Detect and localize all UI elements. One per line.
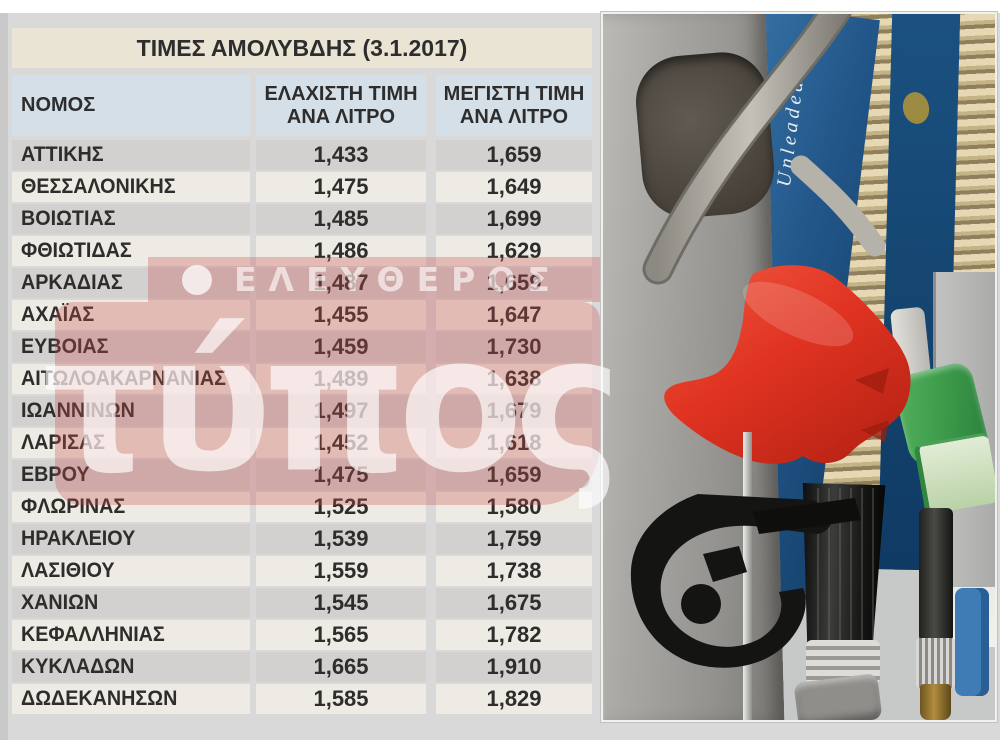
table-row: ΘΕΣΣΑΛΟΝΙΚΗΣ 1,475 1,649 bbox=[12, 172, 592, 202]
cell-prefecture: ΗΡΑΚΛΕΙΟΥ bbox=[12, 524, 250, 554]
cell-max-price: 1,659 bbox=[436, 268, 592, 298]
table-row: ΗΡΑΚΛΕΙΟΥ 1,539 1,759 bbox=[12, 524, 592, 554]
cell-min-price: 1,539 bbox=[256, 524, 426, 554]
cell-min-price: 1,489 bbox=[256, 364, 426, 394]
cell-min-price: 1,475 bbox=[256, 460, 426, 490]
table-row: ΚΕΦΑΛΛΗΝΙΑΣ 1,565 1,782 bbox=[12, 620, 592, 650]
table-row: ΑΧΑΪΑΣ 1,455 1,647 bbox=[12, 300, 592, 330]
table-title: ΤΙΜΕΣ ΑΜΟΛΥΒΔΗΣ (3.1.2017) bbox=[12, 28, 592, 68]
table-row: ΕΥΒΟΙΑΣ 1,459 1,730 bbox=[12, 332, 592, 362]
cell-max-price: 1,580 bbox=[436, 492, 592, 522]
metal-hose bbox=[645, 14, 849, 282]
red-nozzle-highlight bbox=[742, 281, 854, 347]
cell-min-price: 1,559 bbox=[256, 556, 426, 586]
red-nozzle-drawing bbox=[664, 265, 911, 464]
table-row: ΒΟΙΩΤΙΑΣ 1,485 1,699 bbox=[12, 204, 592, 234]
cell-min-price: 1,665 bbox=[256, 652, 426, 682]
cell-prefecture: ΚΕΦΑΛΛΗΝΙΑΣ bbox=[12, 620, 250, 650]
cell-prefecture: ΧΑΝΙΩΝ bbox=[12, 588, 250, 618]
cell-prefecture: ΑΙΤΩΛΟΑΚΑΡΝΑΝΙΑΣ bbox=[12, 364, 250, 394]
cell-min-price: 1,525 bbox=[256, 492, 426, 522]
cell-prefecture: ΛΑΣΙΘΙΟΥ bbox=[12, 556, 250, 586]
table-row: ΦΛΩΡΙΝΑΣ 1,525 1,580 bbox=[12, 492, 592, 522]
cell-prefecture: ΕΒΡΟΥ bbox=[12, 460, 250, 490]
table-row: ΕΒΡΟΥ 1,475 1,659 bbox=[12, 460, 592, 490]
cell-min-price: 1,433 bbox=[256, 140, 426, 170]
table-row: ΔΩΔΕΚΑΝΗΣΩΝ 1,585 1,829 bbox=[12, 684, 592, 714]
table-row: ΦΘΙΩΤΙΔΑΣ 1,486 1,629 bbox=[12, 236, 592, 266]
trigger-guard-drawing bbox=[630, 494, 861, 668]
cell-max-price: 1,675 bbox=[436, 588, 592, 618]
cell-min-price: 1,485 bbox=[256, 204, 426, 234]
cell-max-price: 1,829 bbox=[436, 684, 592, 714]
cell-max-price: 1,629 bbox=[436, 236, 592, 266]
second-nozzle-tube bbox=[919, 508, 953, 642]
cell-max-price: 1,649 bbox=[436, 172, 592, 202]
petrol-pump-photo: Unleaded 95 Unleaded 95 bbox=[601, 12, 997, 722]
cell-prefecture: ΒΟΙΩΤΙΑΣ bbox=[12, 204, 250, 234]
cell-min-price: 1,475 bbox=[256, 172, 426, 202]
cell-prefecture: ΦΛΩΡΙΝΑΣ bbox=[12, 492, 250, 522]
cell-max-price: 1,618 bbox=[436, 428, 592, 458]
cell-max-price: 1,782 bbox=[436, 620, 592, 650]
cell-max-price: 1,759 bbox=[436, 524, 592, 554]
cell-min-price: 1,452 bbox=[256, 428, 426, 458]
table-row: ΧΑΝΙΩΝ 1,545 1,675 bbox=[12, 588, 592, 618]
cell-max-price: 1,659 bbox=[436, 140, 592, 170]
table-row: ΑΙΤΩΛΟΑΚΑΡΝΑΝΙΑΣ 1,489 1,638 bbox=[12, 364, 592, 394]
fuel-price-table: ΤΙΜΕΣ ΑΜΟΛΥΒΔΗΣ (3.1.2017) ΝΟΜΟΣ ΕΛΑΧΙΣΤ… bbox=[12, 28, 592, 714]
table-row: ΚΥΚΛΑΔΩΝ 1,665 1,910 bbox=[12, 652, 592, 682]
table-row: ΛΑΡΙΣΑΣ 1,452 1,618 bbox=[12, 428, 592, 458]
cell-min-price: 1,565 bbox=[256, 620, 426, 650]
holster-rod bbox=[743, 432, 752, 720]
cell-max-price: 1,638 bbox=[436, 364, 592, 394]
cell-max-price: 1,730 bbox=[436, 332, 592, 362]
cell-prefecture: ΚΥΚΛΑΔΩΝ bbox=[12, 652, 250, 682]
trigger-lever bbox=[753, 498, 861, 534]
column-header-prefecture: ΝΟΜΟΣ bbox=[12, 75, 250, 136]
cell-prefecture: ΙΩΑΝΝΙΝΩΝ bbox=[12, 396, 250, 426]
cell-min-price: 1,497 bbox=[256, 396, 426, 426]
red-nozzle-arrow-mark bbox=[861, 420, 889, 442]
table-header-row: ΝΟΜΟΣ ΕΛΑΧΙΣΤΗ ΤΙΜΗ ΑΝΑ ΛΙΤΡΟ ΜΕΓΙΣΤΗ ΤΙ… bbox=[12, 75, 592, 136]
cell-prefecture: ΘΕΣΣΑΛΟΝΙΚΗΣ bbox=[12, 172, 250, 202]
red-nozzle-arrow-mark bbox=[855, 368, 889, 394]
cell-prefecture: ΕΥΒΟΙΑΣ bbox=[12, 332, 250, 362]
cell-prefecture: ΛΑΡΙΣΑΣ bbox=[12, 428, 250, 458]
cell-max-price: 1,659 bbox=[436, 460, 592, 490]
cell-prefecture: ΑΡΚΑΔΙΑΣ bbox=[12, 268, 250, 298]
hose-upper-segment bbox=[790, 155, 886, 257]
table-row: ΑΡΚΑΔΙΑΣ 1,487 1,659 bbox=[12, 268, 592, 298]
table-row: ΛΑΣΙΘΙΟΥ 1,559 1,738 bbox=[12, 556, 592, 586]
cell-max-price: 1,679 bbox=[436, 396, 592, 426]
brass-nozzle-tip bbox=[920, 684, 951, 720]
cell-min-price: 1,545 bbox=[256, 588, 426, 618]
table-row: ΑΤΤΙΚΗΣ 1,433 1,659 bbox=[12, 140, 592, 170]
hose-and-nozzle-drawing bbox=[642, 14, 886, 285]
cell-max-price: 1,910 bbox=[436, 652, 592, 682]
cell-min-price: 1,585 bbox=[256, 684, 426, 714]
left-margin bbox=[0, 13, 8, 740]
cell-prefecture: ΔΩΔΕΚΑΝΗΣΩΝ bbox=[12, 684, 250, 714]
second-nozzle-coupler bbox=[916, 638, 955, 688]
cell-prefecture: ΑΧΑΪΑΣ bbox=[12, 300, 250, 330]
cell-min-price: 1,486 bbox=[256, 236, 426, 266]
background-blue-fitting bbox=[955, 588, 989, 696]
cell-max-price: 1,699 bbox=[436, 204, 592, 234]
column-header-min-price: ΕΛΑΧΙΣΤΗ ΤΙΜΗ ΑΝΑ ΛΙΤΡΟ bbox=[256, 75, 426, 136]
cell-min-price: 1,459 bbox=[256, 332, 426, 362]
cell-max-price: 1,738 bbox=[436, 556, 592, 586]
trigger-guard bbox=[630, 494, 833, 668]
table-row: ΙΩΑΝΝΙΝΩΝ 1,497 1,679 bbox=[12, 396, 592, 426]
column-header-max-price: ΜΕΓΙΣΤΗ ΤΙΜΗ ΑΝΑ ΛΙΤΡΟ bbox=[436, 75, 592, 136]
cell-prefecture: ΦΘΙΩΤΙΔΑΣ bbox=[12, 236, 250, 266]
table-body: ΑΤΤΙΚΗΣ 1,433 1,659 ΘΕΣΣΑΛΟΝΙΚΗΣ 1,475 1,649 Β… bbox=[12, 140, 592, 714]
cell-min-price: 1,455 bbox=[256, 300, 426, 330]
top-margin bbox=[0, 0, 1000, 13]
cell-prefecture: ΑΤΤΙΚΗΣ bbox=[12, 140, 250, 170]
red-nozzle bbox=[664, 265, 911, 464]
cell-min-price: 1,487 bbox=[256, 268, 426, 298]
cell-max-price: 1,647 bbox=[436, 300, 592, 330]
